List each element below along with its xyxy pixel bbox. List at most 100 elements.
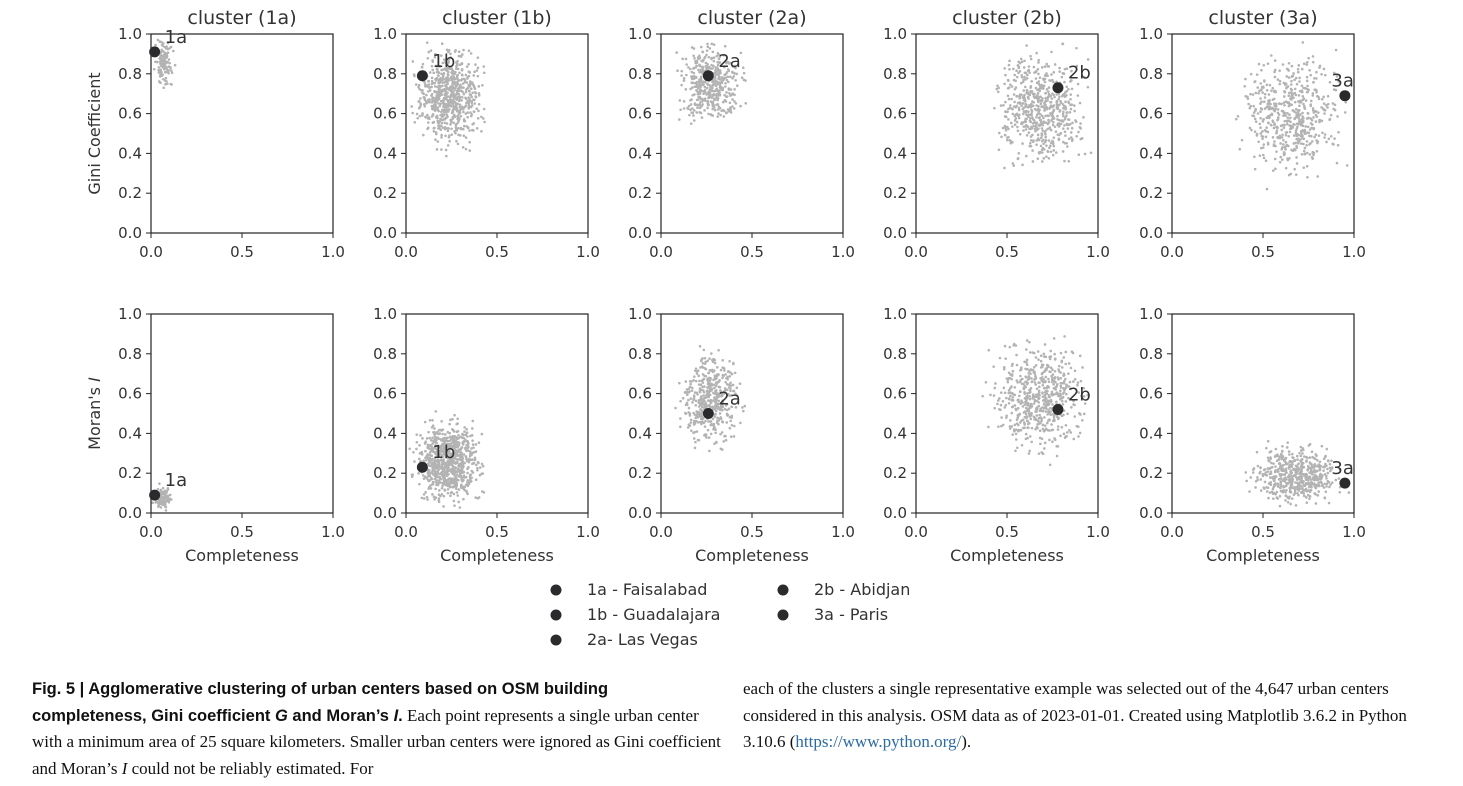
data-point: [1305, 473, 1308, 476]
data-point: [464, 147, 468, 151]
data-point: [438, 428, 442, 432]
data-point: [1031, 118, 1035, 121]
data-point: [457, 500, 460, 504]
data-point: [1032, 65, 1036, 69]
data-point: [457, 99, 461, 103]
data-point: [1064, 400, 1068, 403]
data-point: [474, 92, 478, 95]
data-point: [1297, 117, 1301, 120]
data-point: [461, 90, 464, 94]
data-point: [430, 115, 434, 118]
data-point: [676, 69, 679, 73]
data-point: [437, 445, 441, 449]
data-point: [1069, 131, 1073, 134]
data-point: [436, 140, 440, 143]
data-point: [477, 441, 481, 445]
data-point: [1323, 133, 1327, 136]
data-point: [723, 76, 726, 80]
data-point: [163, 489, 166, 493]
data-point: [1074, 119, 1077, 122]
data-point: [1315, 91, 1318, 94]
data-point: [1273, 59, 1277, 62]
data-point: [1282, 126, 1286, 130]
data-point: [1059, 100, 1062, 103]
data-point: [467, 101, 470, 104]
data-point: [679, 425, 682, 429]
data-point: [1303, 152, 1306, 156]
data-point: [445, 122, 449, 125]
data-point: [1050, 423, 1053, 426]
y-tick-label: 0.2: [628, 464, 652, 482]
data-point: [446, 488, 450, 491]
data-point: [705, 390, 709, 393]
data-point: [446, 87, 449, 91]
data-point: [1067, 372, 1070, 375]
data-point: [442, 494, 446, 498]
data-point: [719, 432, 722, 436]
data-point: [1062, 356, 1066, 359]
data-point: [1301, 120, 1305, 124]
data-point: [1284, 131, 1288, 134]
data-point: [735, 394, 739, 397]
data-point: [1051, 368, 1054, 371]
data-point: [1069, 97, 1072, 101]
data-point: [695, 111, 699, 114]
data-point: [463, 124, 466, 128]
data-point: [472, 446, 475, 449]
data-point: [1284, 148, 1287, 151]
x-tick-label: 1.0: [576, 243, 600, 261]
data-point: [1305, 140, 1309, 143]
data-point: [724, 438, 728, 442]
data-point: [1334, 88, 1338, 92]
data-point: [997, 425, 1000, 428]
data-point: [1008, 427, 1012, 430]
data-point: [1010, 425, 1014, 428]
data-point: [1023, 423, 1026, 426]
data-point: [420, 89, 423, 92]
data-point: [1322, 67, 1326, 71]
data-point: [718, 412, 722, 415]
data-point: [441, 459, 445, 462]
data-point: [1024, 117, 1027, 121]
data-point: [430, 76, 434, 80]
data-point: [704, 65, 708, 68]
data-point: [723, 93, 726, 97]
data-point: [428, 453, 432, 457]
data-point: [689, 397, 693, 400]
data-point: [423, 420, 427, 424]
data-point: [462, 86, 465, 89]
data-point: [1039, 442, 1042, 446]
data-point: [712, 64, 715, 68]
data-point: [701, 417, 705, 420]
data-point: [1014, 344, 1018, 347]
data-point: [455, 64, 459, 67]
data-point: [1031, 92, 1035, 96]
x-tick-label: 1.0: [831, 523, 855, 541]
data-point: [433, 126, 436, 130]
data-point: [1272, 126, 1276, 130]
data-point: [458, 506, 462, 509]
data-point: [473, 70, 476, 74]
data-point: [698, 70, 701, 74]
data-point: [435, 148, 439, 151]
data-point: [437, 493, 441, 497]
data-point: [1052, 393, 1055, 396]
data-point: [459, 462, 463, 465]
data-point: [1010, 411, 1014, 415]
data-point: [448, 485, 452, 489]
y-tick-label: 0.0: [373, 224, 397, 242]
data-point: [1293, 123, 1296, 126]
data-point: [425, 100, 429, 104]
data-point: [455, 473, 459, 476]
data-point: [469, 478, 472, 481]
data-point: [1320, 97, 1324, 101]
data-point: [1266, 143, 1270, 146]
data-point: [1065, 392, 1068, 396]
data-point: [1278, 134, 1282, 138]
data-point: [997, 148, 1001, 152]
data-point: [1024, 380, 1027, 384]
data-point: [473, 456, 477, 460]
data-point: [1284, 133, 1288, 137]
data-point: [1296, 139, 1300, 143]
data-point: [1043, 429, 1047, 432]
